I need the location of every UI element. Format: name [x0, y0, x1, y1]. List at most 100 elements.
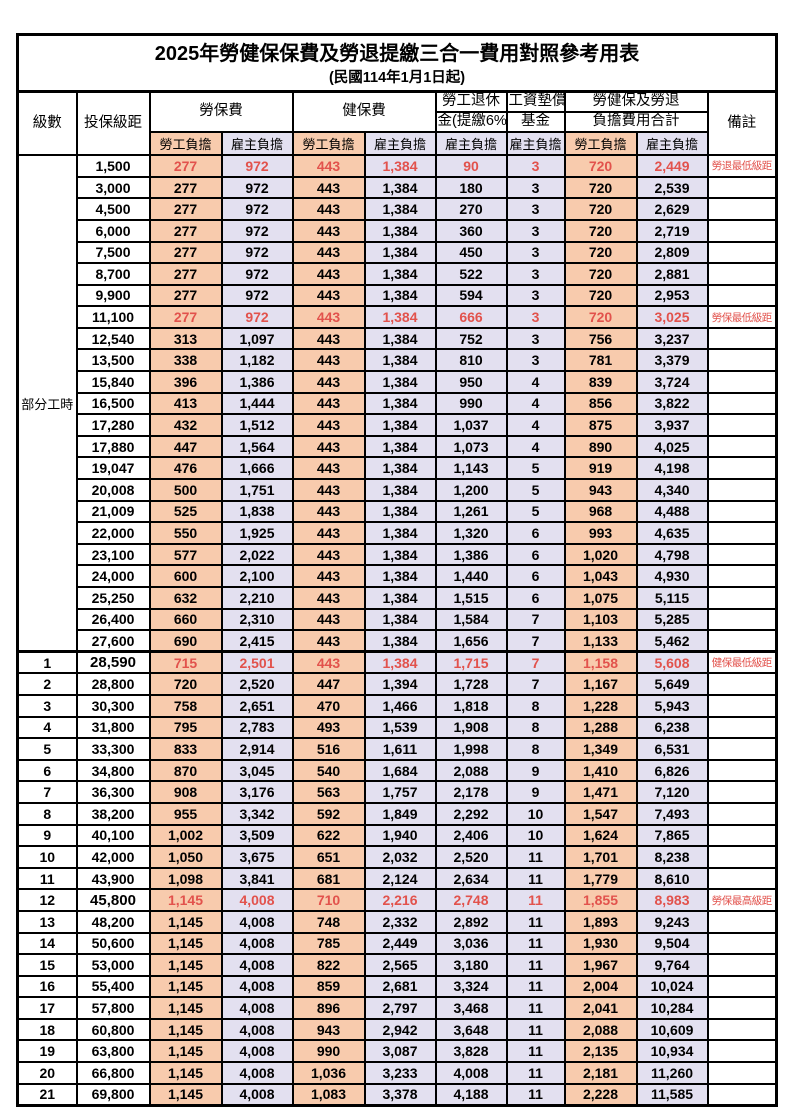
value-labor-ins-employer: 3,176	[220, 780, 294, 804]
value-pension-employer: 810	[434, 348, 508, 373]
value-pension-employer: 522	[434, 262, 508, 286]
value-labor-ins-employee: 1,002	[148, 823, 223, 848]
value-labor-ins-employee: 577	[148, 542, 223, 567]
value-pension-employer: 594	[434, 283, 508, 308]
table-row: 24,000 600 2,100 443 1,384 1,440 6 1,043 4,930	[18, 564, 778, 588]
value-health-ins-employer: 1,384	[363, 478, 437, 502]
value-health-ins-employer: 1,384	[363, 348, 437, 373]
value-pension-employer: 1,728	[434, 672, 508, 696]
note-cell	[706, 1039, 778, 1064]
value-total-employer: 4,198	[635, 456, 709, 481]
table-row: 11,100 277 972 443 1,384 666 3 720 3,025 勞保最低級距	[18, 305, 778, 329]
note-cell	[706, 974, 778, 999]
table-row: 20,008 500 1,751 443 1,384 1,200 5 943 4,340	[18, 478, 778, 502]
value-labor-ins-employer: 4,008	[220, 909, 294, 934]
value-pension-employer: 1,386	[434, 542, 508, 567]
value-labor-ins-employee: 277	[148, 218, 223, 243]
bracket-cell: 20,008	[75, 478, 151, 502]
value-total-employee: 1,930	[563, 931, 638, 956]
level-cell: 10	[16, 845, 78, 869]
value-health-ins-employer: 1,384	[363, 240, 437, 265]
table-row: 18 60,800 1,145 4,008 943 2,942 3,648 11 2,088 10…	[16, 1017, 778, 1042]
subheader-health-employer: 雇主負擔	[363, 131, 437, 157]
value-labor-ins-employer: 2,022	[220, 542, 294, 567]
value-health-ins-employer: 3,233	[363, 1061, 437, 1085]
value-health-ins-employee: 822	[291, 953, 366, 977]
value-total-employer: 8,610	[635, 866, 709, 891]
bracket-cell: 11,100	[75, 305, 151, 329]
value-health-ins-employer: 1,384	[363, 413, 437, 437]
value-labor-ins-employer: 1,444	[220, 391, 294, 416]
value-total-employee: 968	[563, 499, 638, 524]
table-row: 6,000 277 972 443 1,384 360 3 720 2,719	[18, 218, 778, 243]
table-row: 16,500 413 1,444 443 1,384 990 4 856 3,822	[18, 391, 778, 416]
value-pension-employer: 1,656	[434, 629, 508, 653]
value-health-ins-employer: 1,757	[363, 780, 437, 804]
value-health-ins-employee: 493	[291, 715, 366, 740]
level-cell: 4	[16, 715, 78, 740]
level-cell: 21	[16, 1082, 78, 1107]
value-total-employee: 720	[563, 283, 638, 308]
note-cell	[706, 283, 778, 308]
value-labor-ins-employer: 3,841	[220, 866, 294, 891]
note-cell: 健保最低級距	[706, 650, 778, 675]
value-labor-ins-employee: 715	[148, 650, 223, 675]
table-row: 19,047 476 1,666 443 1,384 1,143 5 919 4,198	[18, 456, 778, 481]
value-health-ins-employer: 2,942	[363, 1017, 437, 1042]
bracket-cell: 21,009	[75, 499, 151, 524]
subheader-labor-employee: 勞工負擔	[148, 131, 223, 157]
value-pension-employer: 270	[434, 197, 508, 221]
value-pension-employer: 1,073	[434, 434, 508, 459]
bracket-cell: 31,800	[75, 715, 151, 740]
value-health-ins-employee: 443	[291, 542, 366, 567]
header-labor-insurance: 勞保費	[148, 90, 294, 134]
table-row: 14 50,600 1,145 4,008 785 2,449 3,036 11 1,930 9,…	[16, 931, 778, 956]
value-pension-employer: 990	[434, 391, 508, 416]
bracket-cell: 28,590	[75, 650, 151, 675]
value-total-employee: 1,133	[563, 629, 638, 653]
value-labor-ins-employer: 4,008	[220, 1061, 294, 1085]
value-health-ins-employer: 1,384	[363, 262, 437, 286]
value-labor-ins-employee: 277	[148, 262, 223, 286]
table-row: 6 34,800 870 3,045 540 1,684 2,088 9 1,410 6,826	[16, 758, 778, 783]
value-pension-employer: 2,892	[434, 909, 508, 934]
value-health-ins-employer: 1,539	[363, 715, 437, 740]
value-total-employer: 9,764	[635, 953, 709, 977]
value-labor-ins-employer: 1,097	[220, 326, 294, 351]
header-note: 備註	[706, 90, 778, 157]
value-total-employer: 4,798	[635, 542, 709, 567]
table-row: 25,250 632 2,210 443 1,384 1,515 6 1,075 5,115	[18, 586, 778, 610]
value-health-ins-employer: 1,384	[363, 629, 437, 653]
subheader-pension-employer: 雇主負擔	[434, 131, 508, 157]
value-labor-ins-employee: 632	[148, 586, 223, 610]
value-labor-ins-employer: 972	[220, 197, 294, 221]
value-wage-fund-employer: 7	[505, 672, 566, 696]
note-cell	[706, 370, 778, 394]
value-pension-employer: 1,818	[434, 693, 508, 718]
value-health-ins-employee: 563	[291, 780, 366, 804]
value-wage-fund-employer: 11	[505, 1061, 566, 1085]
value-total-employee: 720	[563, 154, 638, 178]
value-labor-ins-employee: 313	[148, 326, 223, 351]
value-total-employer: 5,943	[635, 693, 709, 718]
table-row: 12 45,800 1,145 4,008 710 2,216 2,748 11 1,855 8,…	[16, 888, 778, 912]
note-cell: 勞退最低級距	[706, 154, 778, 178]
level-cell: 16	[16, 974, 78, 999]
value-labor-ins-employer: 4,008	[220, 953, 294, 977]
bracket-cell: 17,280	[75, 413, 151, 437]
value-wage-fund-employer: 6	[505, 542, 566, 567]
value-wage-fund-employer: 11	[505, 931, 566, 956]
value-labor-ins-employer: 4,008	[220, 931, 294, 956]
value-health-ins-employee: 896	[291, 996, 366, 1020]
value-pension-employer: 2,748	[434, 888, 508, 912]
table-row: 15,840 396 1,386 443 1,384 950 4 839 3,724	[18, 370, 778, 394]
value-health-ins-employee: 990	[291, 1039, 366, 1064]
value-pension-employer: 2,406	[434, 823, 508, 848]
value-pension-employer: 2,520	[434, 845, 508, 869]
value-total-employee: 1,288	[563, 715, 638, 740]
value-labor-ins-employee: 1,145	[148, 996, 223, 1020]
value-labor-ins-employer: 2,783	[220, 715, 294, 740]
subheader-labor-employer: 雇主負擔	[220, 131, 294, 157]
note-cell	[706, 175, 778, 200]
value-pension-employer: 1,037	[434, 413, 508, 437]
